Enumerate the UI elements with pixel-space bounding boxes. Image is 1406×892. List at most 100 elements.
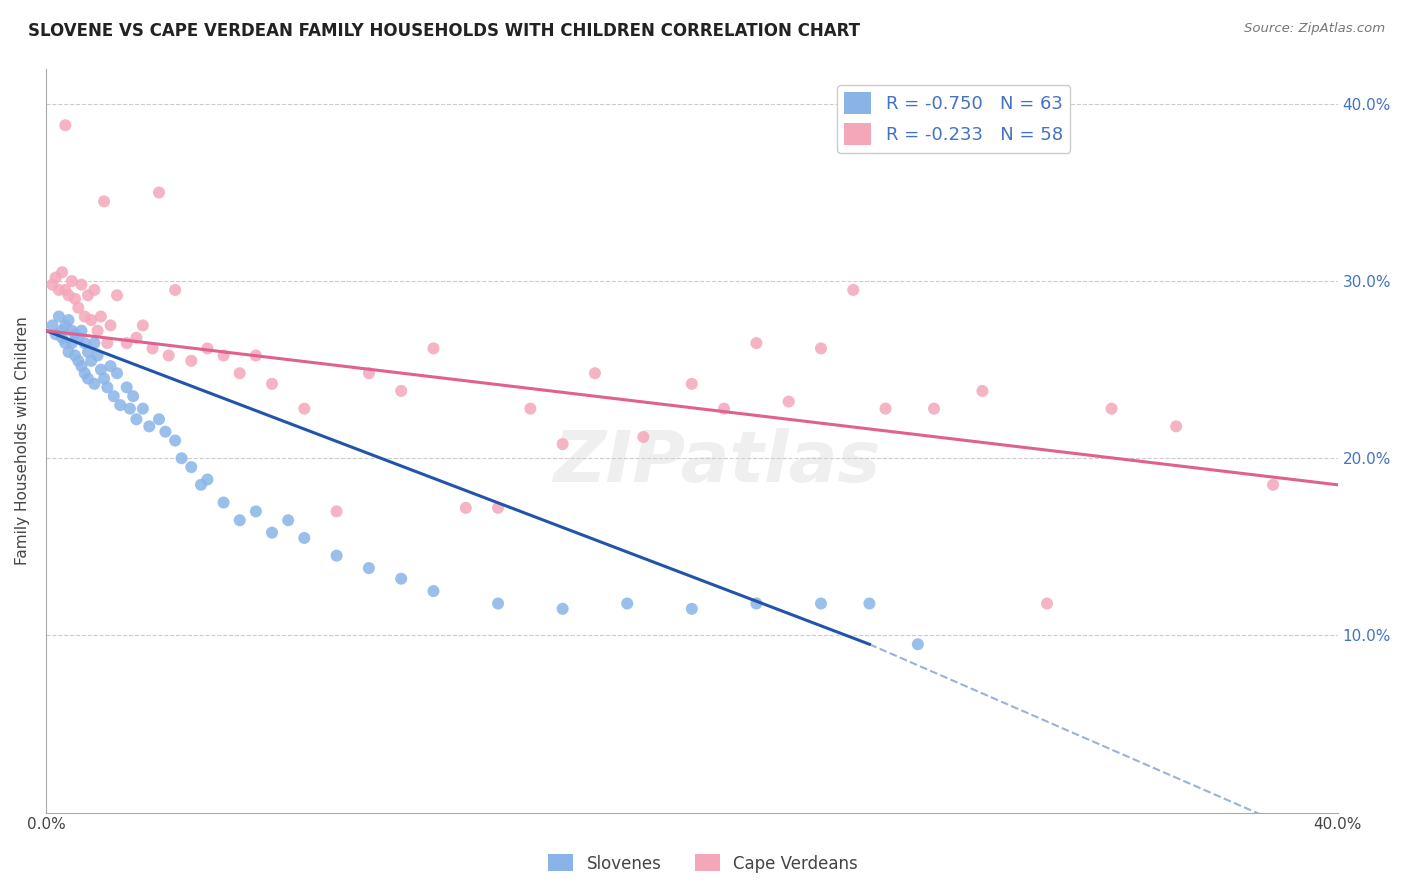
Point <box>58 313 80 327</box>
Point <box>53 118 76 132</box>
Point <box>48 310 70 324</box>
Point <box>1036 597 1059 611</box>
Point <box>105 366 128 380</box>
Point <box>77 345 100 359</box>
Point <box>53 283 76 297</box>
Point <box>90 310 112 324</box>
Point <box>105 288 128 302</box>
Point <box>681 376 703 391</box>
Point <box>86 349 108 363</box>
Point <box>212 495 235 509</box>
Point <box>41 277 63 292</box>
Point <box>180 460 202 475</box>
Point <box>842 283 865 297</box>
Point <box>70 359 93 373</box>
Point <box>713 401 735 416</box>
Point <box>197 342 219 356</box>
Point <box>60 324 83 338</box>
Point <box>148 412 170 426</box>
Point <box>633 430 655 444</box>
Point <box>70 324 93 338</box>
Point <box>63 292 86 306</box>
Text: Source: ZipAtlas.com: Source: ZipAtlas.com <box>1244 22 1385 36</box>
Point <box>70 277 93 292</box>
Legend: Slovenes, Cape Verdeans: Slovenes, Cape Verdeans <box>541 847 865 880</box>
Point <box>583 366 606 380</box>
Point <box>58 288 80 302</box>
Point <box>100 359 122 373</box>
Point <box>86 324 108 338</box>
Point <box>45 270 67 285</box>
Point <box>83 376 105 391</box>
Point <box>292 531 315 545</box>
Point <box>83 283 105 297</box>
Point <box>80 353 103 368</box>
Point <box>103 389 125 403</box>
Point <box>454 500 477 515</box>
Point <box>93 371 115 385</box>
Point <box>681 602 703 616</box>
Point <box>1101 401 1123 416</box>
Point <box>115 380 138 394</box>
Legend: R = -0.750   N = 63, R = -0.233   N = 58: R = -0.750 N = 63, R = -0.233 N = 58 <box>837 85 1070 153</box>
Point <box>60 274 83 288</box>
Point <box>58 345 80 359</box>
Point <box>972 384 994 398</box>
Point <box>115 336 138 351</box>
Point <box>778 394 800 409</box>
Point <box>77 288 100 302</box>
Point <box>292 401 315 416</box>
Point <box>922 401 945 416</box>
Point <box>325 549 347 563</box>
Point <box>51 324 73 338</box>
Point <box>1166 419 1188 434</box>
Point <box>73 366 96 380</box>
Point <box>745 597 768 611</box>
Point <box>73 310 96 324</box>
Point <box>357 366 380 380</box>
Point <box>810 597 832 611</box>
Point <box>422 584 444 599</box>
Point <box>100 318 122 333</box>
Point <box>858 597 880 611</box>
Point <box>486 500 509 515</box>
Point <box>1261 478 1284 492</box>
Point <box>53 336 76 351</box>
Point <box>125 412 148 426</box>
Point <box>83 336 105 351</box>
Point <box>389 384 412 398</box>
Point <box>486 597 509 611</box>
Point <box>73 336 96 351</box>
Point <box>67 353 90 368</box>
Point <box>422 342 444 356</box>
Text: ZIPatlas: ZIPatlas <box>554 428 882 498</box>
Point <box>77 371 100 385</box>
Point <box>67 301 90 315</box>
Point <box>810 342 832 356</box>
Point <box>190 478 212 492</box>
Point <box>80 313 103 327</box>
Point <box>60 336 83 351</box>
Point <box>325 504 347 518</box>
Point <box>132 318 155 333</box>
Point <box>357 561 380 575</box>
Y-axis label: Family Households with Children: Family Households with Children <box>15 316 30 565</box>
Point <box>551 602 574 616</box>
Point <box>41 318 63 333</box>
Point <box>138 419 160 434</box>
Point <box>197 473 219 487</box>
Point <box>90 362 112 376</box>
Point <box>110 398 132 412</box>
Point <box>228 513 250 527</box>
Point <box>67 331 90 345</box>
Point <box>228 366 250 380</box>
Point <box>96 336 118 351</box>
Point <box>616 597 638 611</box>
Point <box>165 434 187 448</box>
Point <box>157 349 180 363</box>
Point <box>48 283 70 297</box>
Point <box>51 331 73 345</box>
Point <box>165 283 187 297</box>
Point <box>212 349 235 363</box>
Point <box>389 572 412 586</box>
